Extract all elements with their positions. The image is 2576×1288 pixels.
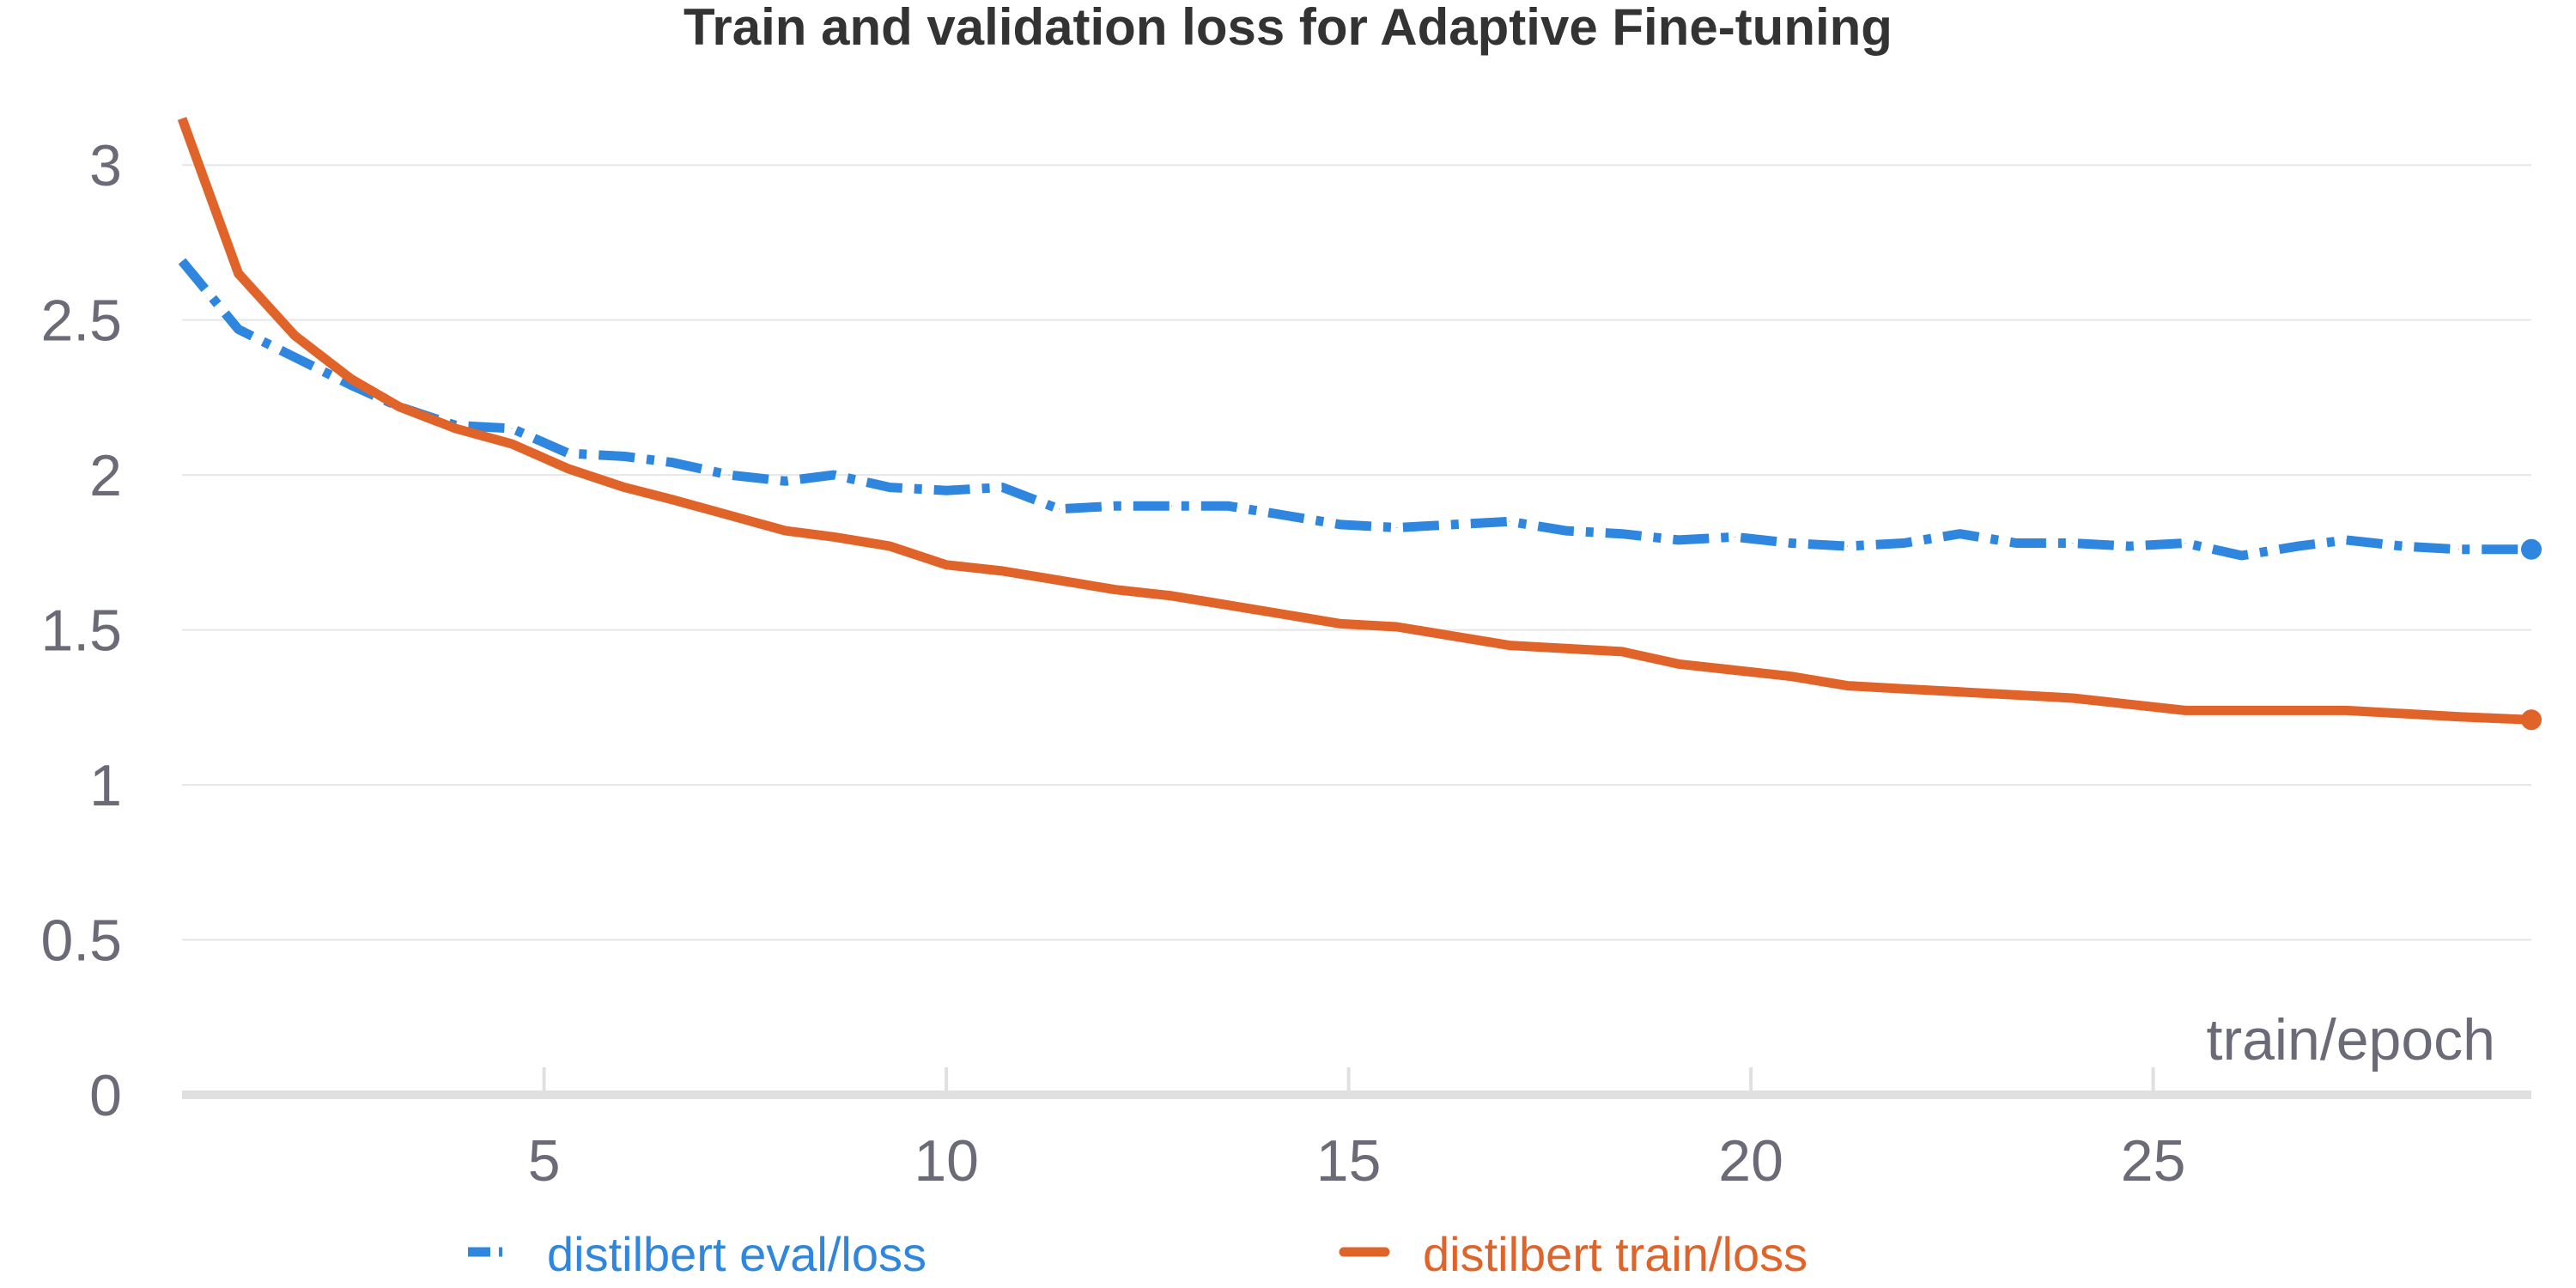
data-point-distilbert-eval-loss	[1790, 543, 1792, 544]
data-point-distilbert-eval-loss	[350, 384, 352, 386]
data-point-distilbert-eval-loss	[1170, 505, 1172, 507]
data-point-distilbert-eval-loss	[1621, 533, 1623, 535]
legend-label-distilbert-train-loss: distilbert train/loss	[1423, 1227, 1807, 1281]
data-point-distilbert-eval-loss	[2521, 538, 2542, 560]
data-point-distilbert-train-loss	[1170, 595, 1172, 597]
data-point-distilbert-eval-loss	[2072, 543, 2074, 544]
chart-title: Train and validation loss for Adaptive F…	[683, 0, 1893, 56]
data-point-distilbert-train-loss	[350, 378, 352, 380]
data-point-distilbert-train-loss	[2184, 709, 2186, 711]
y-tick-label: 0.5	[40, 908, 122, 974]
data-point-distilbert-eval-loss	[1396, 526, 1398, 528]
y-tick-label: 0	[89, 1063, 122, 1128]
data-point-distilbert-eval-loss	[785, 480, 787, 482]
data-point-distilbert-eval-loss	[1678, 539, 1680, 541]
x-tick-labels: 5 10 15 20 25	[528, 1128, 2186, 1194]
x-tick-label: 5	[528, 1128, 561, 1194]
data-point-distilbert-train-loss	[2241, 709, 2243, 711]
data-point-distilbert-eval-loss	[238, 328, 240, 330]
data-point-distilbert-train-loss	[728, 514, 730, 516]
data-point-distilbert-eval-loss	[2458, 549, 2460, 550]
data-point-distilbert-eval-loss	[945, 489, 947, 491]
data-point-distilbert-train-loss	[1959, 691, 1961, 693]
data-point-distilbert-eval-loss	[623, 455, 625, 457]
series-lines	[177, 117, 2542, 731]
legend-label-distilbert-eval-loss: distilbert eval/loss	[547, 1227, 927, 1281]
data-point-distilbert-eval-loss	[1284, 514, 1285, 516]
series-line-distilbert-eval-loss	[178, 258, 2531, 561]
data-point-distilbert-eval-loss	[2241, 555, 2243, 556]
y-axis: 0 0.5 1 1.5 2 2.5 3	[40, 133, 122, 1128]
data-point-distilbert-train-loss	[1903, 688, 1905, 690]
y-tick-label: 1	[89, 753, 122, 818]
x-tick-label: 25	[2121, 1128, 2186, 1194]
data-point-distilbert-train-loss	[2521, 709, 2542, 731]
data-point-distilbert-train-loss	[672, 499, 674, 501]
data-point-distilbert-train-loss	[1678, 663, 1680, 665]
data-point-distilbert-eval-loss	[1002, 487, 1004, 489]
data-point-distilbert-train-loss	[1847, 685, 1849, 687]
x-axis-label: train/epoch	[2207, 1007, 2495, 1072]
data-point-distilbert-eval-loss	[2184, 543, 2186, 544]
y-tick-label: 3	[89, 133, 122, 198]
data-point-distilbert-eval-loss	[1847, 545, 1849, 547]
x-tick-label: 10	[914, 1128, 979, 1194]
data-point-distilbert-train-loss	[1621, 651, 1623, 653]
data-point-distilbert-eval-loss	[1058, 508, 1060, 510]
data-point-distilbert-train-loss	[1284, 614, 1285, 616]
data-point-distilbert-train-loss	[2345, 709, 2347, 711]
data-point-distilbert-train-loss	[1396, 626, 1398, 628]
data-point-distilbert-eval-loss	[1227, 505, 1229, 507]
x-tick-label: 15	[1316, 1128, 1382, 1194]
data-point-distilbert-train-loss	[1002, 570, 1004, 572]
data-point-distilbert-eval-loss	[2297, 545, 2299, 547]
data-point-distilbert-eval-loss	[728, 474, 730, 476]
data-point-distilbert-eval-loss	[1452, 524, 1454, 526]
legend: distilbert eval/loss distilbert train/los…	[468, 1227, 1807, 1281]
data-point-distilbert-train-loss	[945, 564, 947, 566]
y-tick-label: 1.5	[40, 598, 122, 664]
data-point-distilbert-train-loss	[2015, 694, 2017, 696]
data-point-distilbert-train-loss	[398, 406, 400, 408]
grid-lines	[182, 164, 2531, 941]
data-point-distilbert-train-loss	[833, 536, 835, 538]
data-point-distilbert-train-loss	[1340, 623, 1341, 624]
data-point-distilbert-eval-loss	[1959, 533, 1961, 535]
y-tick-label: 2	[89, 443, 122, 508]
data-point-distilbert-train-loss	[785, 530, 787, 532]
data-point-distilbert-train-loss	[511, 443, 513, 445]
data-point-distilbert-eval-loss	[2015, 543, 2017, 544]
data-point-distilbert-eval-loss	[1903, 543, 1905, 544]
data-point-distilbert-train-loss	[1565, 647, 1567, 649]
data-point-distilbert-train-loss	[238, 273, 240, 275]
data-point-distilbert-train-loss	[1790, 676, 1792, 677]
data-point-distilbert-eval-loss	[181, 260, 183, 262]
data-point-distilbert-train-loss	[2297, 709, 2299, 711]
x-tick-label: 20	[1718, 1128, 1783, 1194]
x-axis	[182, 1067, 2531, 1099]
data-point-distilbert-train-loss	[181, 118, 183, 119]
data-point-distilbert-eval-loss	[1565, 530, 1567, 532]
data-point-distilbert-train-loss	[623, 487, 625, 489]
data-point-distilbert-train-loss	[1452, 635, 1454, 637]
data-point-distilbert-eval-loss	[672, 462, 674, 464]
data-point-distilbert-train-loss	[2458, 716, 2460, 718]
y-tick-label: 2.5	[40, 289, 122, 354]
data-point-distilbert-train-loss	[2072, 697, 2074, 699]
data-point-distilbert-eval-loss	[1340, 524, 1341, 526]
data-point-distilbert-eval-loss	[833, 474, 835, 476]
data-point-distilbert-eval-loss	[2345, 539, 2347, 541]
